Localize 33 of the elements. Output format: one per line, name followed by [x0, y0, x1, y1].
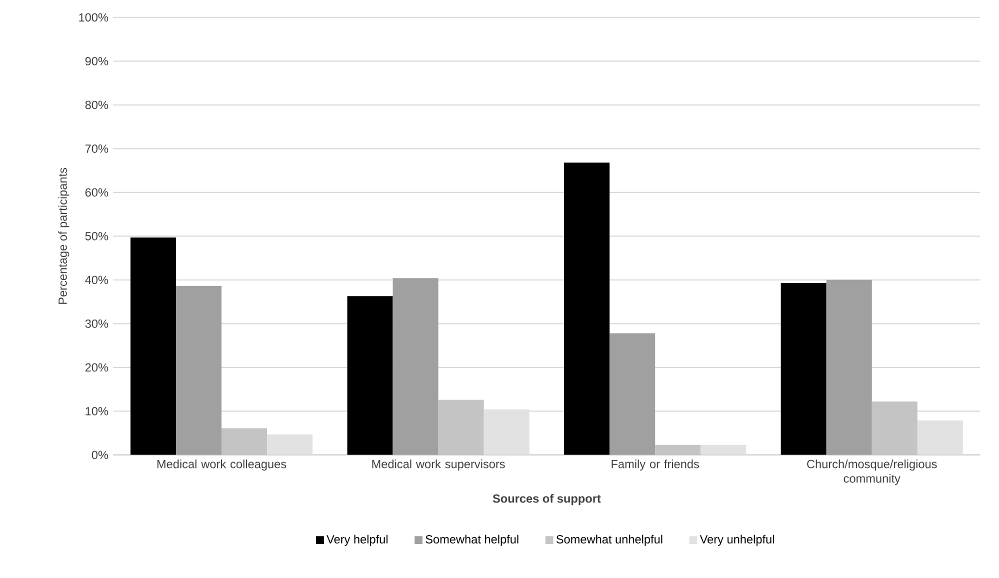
y-tick-label: 60%: [85, 188, 108, 196]
legend-label: Very helpful: [326, 534, 388, 546]
x-tick-label: Medical work colleagues: [157, 459, 286, 470]
legend-label: Very unhelpful: [700, 534, 774, 546]
y-tick-label: 40%: [85, 276, 108, 284]
bar: [610, 333, 656, 455]
x-tick-label: Family or friends: [612, 459, 700, 470]
bar: [564, 162, 610, 455]
legend-label: Somewhat helpful: [426, 534, 518, 546]
bar: [655, 444, 701, 455]
y-tick-label: 100%: [79, 13, 108, 22]
y-tick-label: 10%: [86, 406, 108, 416]
x-axis-title: Sources of support: [492, 494, 601, 505]
bar: [392, 278, 438, 455]
bar: [826, 280, 872, 455]
y-tick-label: 90%: [85, 56, 108, 66]
y-tick-label: 0%: [92, 450, 108, 459]
bar: [780, 282, 826, 455]
x-tick-label: Medical work supervisors: [372, 459, 505, 470]
x-tick-label: Church/mosque/religious community: [807, 459, 937, 485]
y-tick-label: 20%: [85, 363, 108, 372]
bar: [176, 286, 222, 455]
y-tick-label: 50%: [85, 232, 108, 240]
y-tick-label: 30%: [85, 319, 108, 328]
y-tick-label: 70%: [85, 144, 108, 153]
y-tick-label: 80%: [85, 100, 108, 109]
legend-label: Somewhat unhelpful: [556, 534, 662, 546]
bar: [438, 400, 484, 455]
bar: [872, 401, 918, 455]
bar: [347, 296, 393, 455]
y-axis-title: Percentage of participants: [58, 168, 70, 304]
bar: [222, 428, 268, 455]
bar: [130, 237, 176, 455]
